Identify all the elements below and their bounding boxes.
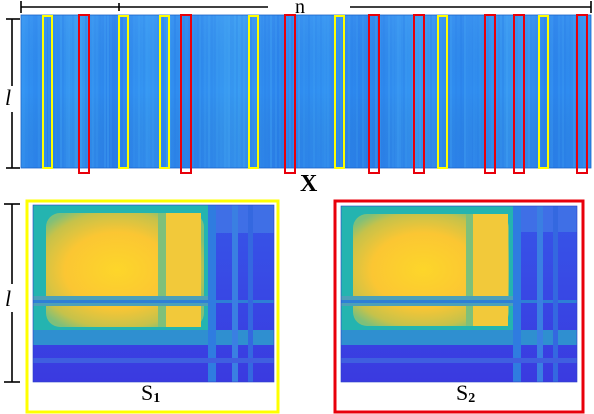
label-s1-sub: 1 — [153, 391, 161, 406]
red-window — [484, 14, 496, 174]
yellow-window — [118, 15, 129, 169]
red-windows — [78, 14, 588, 174]
label-l-top: l — [5, 85, 12, 110]
red-window — [180, 14, 192, 174]
label-s1-base: S — [141, 380, 154, 405]
heatmap-s2 — [340, 205, 578, 383]
red-window — [513, 14, 525, 174]
yellow-window — [248, 15, 259, 169]
yellow-window — [538, 15, 549, 169]
yellow-window — [42, 15, 53, 169]
red-window — [576, 14, 588, 174]
matrix-stripes — [21, 15, 590, 168]
label-s1: S1 — [141, 382, 160, 406]
label-x: X — [300, 171, 318, 197]
s2-frame — [333, 199, 585, 414]
yellow-window — [159, 15, 170, 169]
red-window — [368, 14, 380, 174]
red-window — [413, 14, 425, 174]
dimension-l-bottom — [4, 203, 20, 383]
s1-frame — [25, 199, 280, 414]
label-s2: S2 — [456, 382, 475, 406]
label-l-bottom: l — [5, 286, 12, 311]
yellow-window — [334, 15, 345, 169]
red-window — [284, 14, 296, 174]
yellow-windows — [42, 15, 549, 169]
heatmap-s1 — [32, 204, 275, 383]
dimension-n — [20, 1, 592, 13]
label-s2-sub: 2 — [468, 391, 476, 406]
yellow-window — [437, 15, 448, 169]
red-window — [78, 14, 90, 174]
dimension-l-top — [6, 18, 20, 169]
label-n: n — [295, 0, 305, 18]
matrix-x — [20, 14, 592, 169]
label-s2-base: S — [456, 380, 469, 405]
